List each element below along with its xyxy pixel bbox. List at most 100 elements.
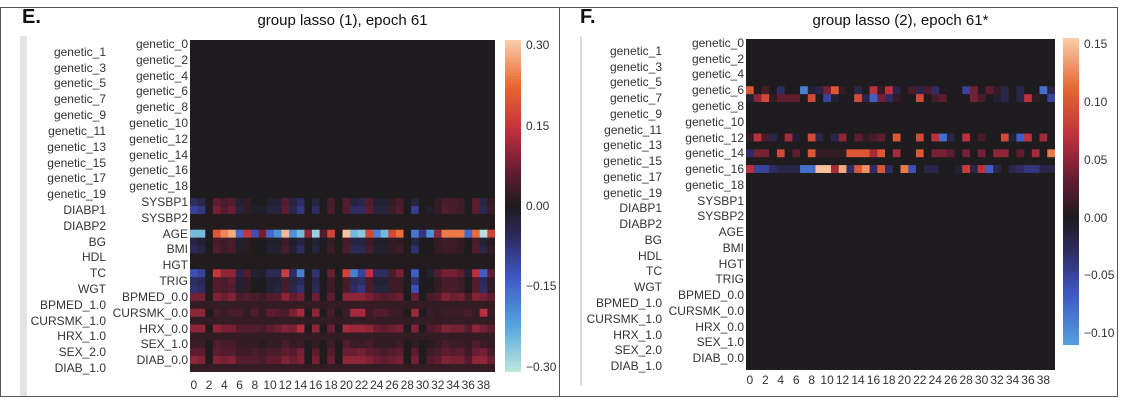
heatmap-cell [395, 79, 404, 88]
heatmap-cell [456, 292, 465, 302]
heatmap-cell [792, 314, 801, 324]
heatmap-cell [197, 119, 206, 128]
heatmap-cell [830, 39, 840, 48]
heatmap-cell [312, 308, 321, 318]
heatmap-cell [205, 316, 214, 325]
heatmap-cell [357, 348, 366, 357]
heatmap-cell [342, 340, 351, 349]
heatmap-cell [472, 261, 481, 270]
x-tick-label: 26 [385, 378, 399, 392]
heatmap-cell [411, 269, 420, 278]
heatmap-cell [761, 330, 770, 339]
heatmap-cell [289, 103, 298, 112]
heatmap-cell [838, 251, 847, 261]
heatmap-cell [838, 78, 847, 87]
heatmap-cell [296, 300, 305, 310]
heatmap-cell [220, 308, 229, 318]
heatmap-cell [403, 103, 412, 112]
heatmap-cell [877, 228, 886, 237]
colorbar-segment [505, 272, 521, 276]
heatmap-cell [212, 292, 221, 302]
colorbar-segment [505, 236, 521, 240]
heatmap-cell [761, 149, 770, 158]
heatmap-cell [1024, 314, 1033, 324]
heatmap-cell [892, 354, 901, 363]
x-tick-label: 36 [1021, 373, 1035, 387]
heatmap-cell [464, 40, 473, 49]
heatmap-cell [380, 261, 389, 270]
heatmap-cell [350, 95, 359, 104]
heatmap-cell [273, 324, 282, 333]
heatmap-cell [418, 221, 427, 231]
heatmap-cell [970, 236, 979, 245]
heatmap-cell [197, 166, 206, 175]
heatmap-cell [479, 277, 488, 286]
heatmap-cell [235, 63, 244, 73]
heatmap-cell [800, 70, 809, 79]
heatmap-cell [281, 126, 290, 136]
heatmap-cell [908, 39, 917, 48]
heatmap-cell [365, 87, 374, 96]
heatmap-cell [1024, 62, 1033, 71]
heatmap-cell [807, 172, 816, 182]
heatmap-cell [776, 62, 786, 71]
colorbar-segment [505, 178, 521, 182]
heatmap-cell [197, 71, 206, 80]
heatmap-cell [266, 158, 275, 167]
heatmap-cell [190, 316, 199, 325]
heatmap-cell [418, 300, 427, 310]
heatmap-cell [296, 198, 305, 207]
heatmap-cell [464, 316, 473, 325]
heatmap-cell [228, 126, 237, 136]
heatmap-cell [304, 190, 313, 199]
heatmap-cell [243, 166, 252, 175]
heatmap-cell [830, 46, 840, 56]
heatmap-cell [342, 190, 351, 199]
heatmap-cell [296, 340, 305, 349]
heatmap-cell [985, 102, 994, 111]
heatmap-cell [395, 229, 404, 239]
heatmap-cell [915, 125, 925, 134]
heatmap-cell [281, 63, 290, 73]
heatmap-cell [243, 285, 252, 294]
heatmap-cell [289, 316, 298, 325]
heatmap-cell [792, 338, 801, 347]
heatmap-cell [1016, 149, 1025, 158]
heatmap-cell [823, 338, 832, 347]
heatmap-cell [1016, 204, 1025, 213]
heatmap-cell [380, 111, 389, 120]
heatmap-cell [235, 253, 244, 262]
heatmap-cell [977, 102, 986, 111]
colorbar-segment [505, 73, 521, 77]
heatmap-cell [946, 165, 955, 174]
heatmap-cell [319, 111, 328, 120]
heatmap-cell [395, 87, 404, 96]
colorbar-segment [1063, 337, 1079, 341]
heatmap-cell [304, 269, 313, 278]
heatmap-cell [830, 306, 840, 316]
heatmap-cell [761, 196, 770, 205]
heatmap-cell [205, 213, 214, 223]
colorbar-segment [1063, 178, 1079, 182]
heatmap-cell [753, 109, 762, 119]
heatmap-cell [411, 340, 420, 349]
heatmap-cell [977, 322, 986, 331]
heatmap-cell [296, 190, 305, 199]
heatmap-cell [388, 348, 397, 357]
heatmap-cell [861, 243, 870, 253]
heatmap-cell [1031, 283, 1040, 292]
colorbar-segment [505, 134, 521, 138]
heatmap-cell [319, 253, 328, 262]
heatmap-cell [197, 348, 206, 357]
heatmap-cell [350, 47, 359, 57]
heatmap-cell [946, 291, 955, 300]
heatmap-cell [1039, 354, 1048, 363]
heatmap-cell [769, 204, 778, 213]
heatmap-cell [334, 332, 343, 341]
heatmap-cell [426, 158, 435, 167]
heatmap-cell [190, 40, 199, 49]
heatmap-cell [373, 285, 382, 294]
heatmap-cell [915, 259, 925, 268]
heatmap-cell [418, 119, 427, 128]
heatmap-cell [1016, 46, 1025, 56]
